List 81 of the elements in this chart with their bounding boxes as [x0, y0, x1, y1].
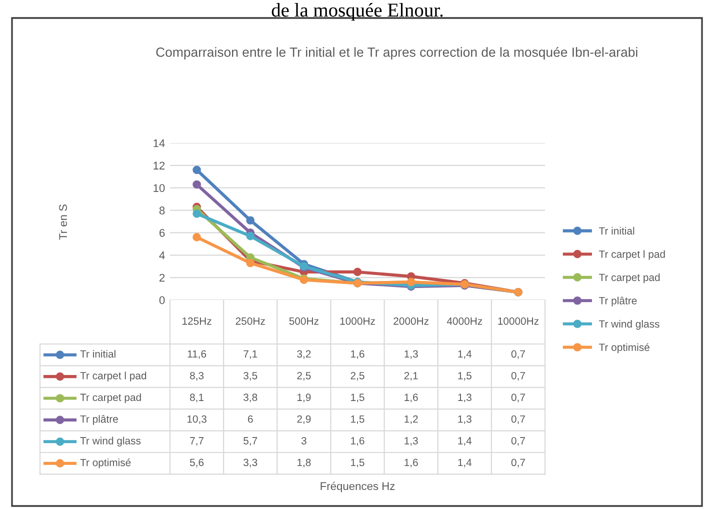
- data-label: 1,3: [404, 437, 418, 446]
- data-label: 1,9: [297, 394, 311, 402]
- text: Fréquences Hz: [320, 482, 395, 492]
- data-label: 2,5: [350, 372, 364, 381]
- data-label: 7,1: [244, 350, 258, 359]
- data-label: 6: [248, 415, 253, 423]
- text: Tr wind glass: [80, 436, 141, 447]
- data-label: 1,3: [404, 350, 418, 359]
- x-tick-label: 250Hz: [236, 317, 265, 325]
- data-label: 0,7: [511, 437, 525, 446]
- x-tick-label: 500Hz: [289, 317, 318, 325]
- data-label: 1,3: [458, 415, 472, 424]
- chart-subtitle: de la mosquée Elnour.: [272, 3, 443, 21]
- y-tick-label: 4: [159, 252, 165, 260]
- data-label: 0,7: [511, 394, 525, 402]
- chart-title: Comparraison entre le Tr initial et le Tr apres correction de la mosquée Ibn-el-arabi: [156, 47, 638, 60]
- y-tick-label: 2: [160, 274, 165, 282]
- text: Tr carpet l pad: [80, 372, 146, 382]
- data-label: 1,4: [458, 437, 472, 446]
- point: [192, 233, 201, 242]
- y-tick-label: 12: [154, 162, 165, 170]
- data-label: 7,7: [190, 437, 204, 446]
- data-label: 3,2: [297, 350, 311, 359]
- data-label: 1,6: [404, 394, 418, 402]
- x-tick-label: 2000Hz: [394, 317, 429, 325]
- x-tick-label: 10000Hz: [498, 317, 539, 325]
- data-label: 1,2: [404, 415, 418, 424]
- legend-label: Tr optimisé: [598, 343, 650, 354]
- data-label: 8,3: [190, 372, 204, 381]
- data-label: 1,6: [351, 437, 364, 446]
- point: [192, 166, 201, 174]
- data-label: 5,6: [190, 458, 204, 468]
- point: [192, 180, 201, 189]
- data-label: 0,7: [511, 372, 525, 381]
- data-label: 3,8: [244, 394, 258, 402]
- data-label: 10,3: [187, 415, 206, 424]
- legend-label: Tr carpet l pad: [598, 250, 665, 260]
- data-label: 1,6: [351, 350, 364, 359]
- legend-label: Tr carpet pad: [598, 273, 660, 284]
- point: [192, 209, 201, 218]
- data-label: 1,5: [458, 372, 472, 381]
- data-label: 1,5: [351, 415, 364, 424]
- x-tick-label: 4000Hz: [446, 317, 482, 325]
- data-label: 1,4: [458, 458, 472, 468]
- data-label: 1,8: [297, 458, 311, 468]
- data-label: 0,7: [511, 350, 525, 359]
- data-label: 1,6: [404, 458, 418, 468]
- point: [246, 258, 255, 268]
- data-label: 1,5: [351, 458, 364, 468]
- y-tick-label: 0: [159, 296, 165, 304]
- data-label: 2,5: [297, 372, 311, 381]
- data-label: 1,3: [458, 394, 472, 402]
- y-tick-label: 6: [160, 228, 165, 237]
- data-label: 0,7: [511, 458, 525, 468]
- legend-label: Tr initial: [598, 226, 634, 235]
- data-label: 1,4: [458, 350, 472, 359]
- legend-label: Tr plâtre: [598, 296, 637, 306]
- data-label: 2,9: [297, 415, 311, 424]
- y-tick-label: 14: [154, 139, 165, 148]
- point: [353, 268, 362, 276]
- data-label: 3,3: [244, 458, 258, 468]
- data-label: 3: [301, 437, 306, 444]
- data-label: 3,5: [244, 372, 258, 381]
- data-label: 0,7: [511, 415, 525, 424]
- text: Tr plâtre: [80, 415, 118, 425]
- legend-label: Tr wind glass: [598, 320, 660, 330]
- data-label: 5,7: [244, 437, 258, 446]
- data-label: 11,6: [188, 350, 206, 359]
- text: Tr optimisé: [80, 458, 131, 468]
- text: Tr en S: [59, 204, 67, 240]
- x-tick-label: 125Hz: [182, 317, 212, 325]
- text: Tr initial: [80, 350, 116, 358]
- y-tick-label: 8: [159, 206, 165, 214]
- point: [246, 232, 255, 240]
- y-tick-label: 10: [154, 184, 165, 192]
- data-label: 1,5: [351, 394, 364, 402]
- point: [246, 216, 255, 225]
- text: Tr carpet pad: [80, 393, 141, 404]
- data-label: 8,1: [190, 394, 204, 402]
- data-label: 2,1: [404, 372, 418, 381]
- x-tick-label: 1000Hz: [340, 317, 375, 325]
